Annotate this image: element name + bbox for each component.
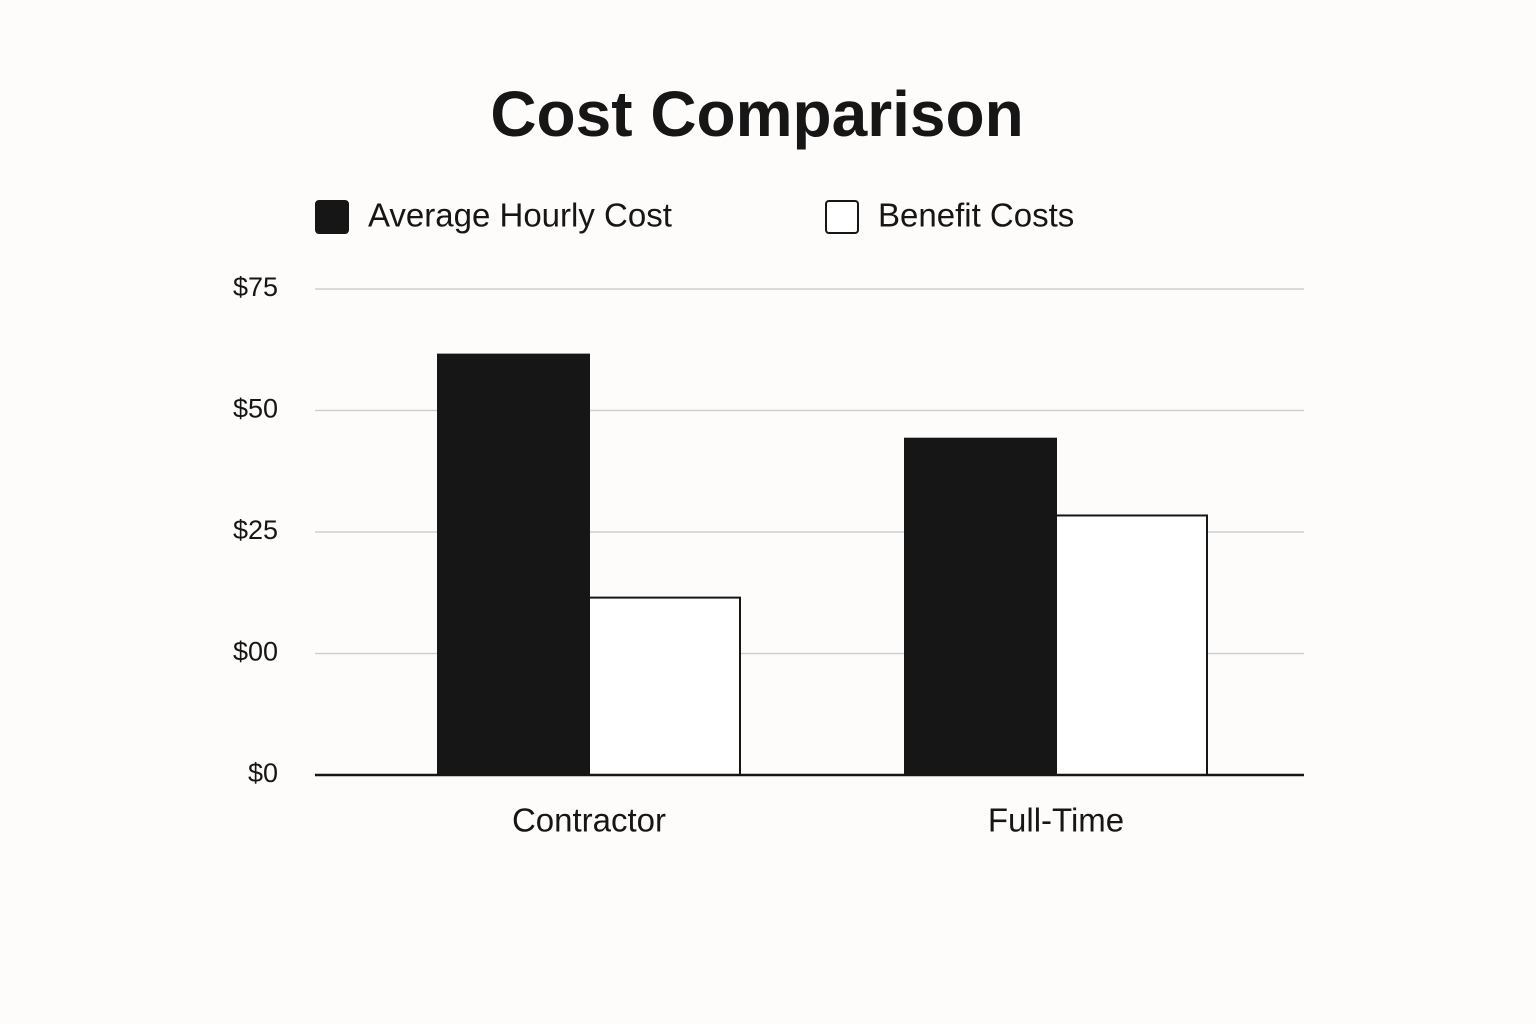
bar [1055, 514, 1208, 776]
y-tick-label: $75 [233, 272, 278, 302]
x-tick-label: Full-Time [988, 802, 1124, 839]
bar [437, 353, 590, 776]
bar [588, 596, 741, 776]
legend-label: Average Hourly Cost [368, 197, 672, 234]
x-tick-label: Contractor [512, 802, 666, 839]
legend-swatch [825, 200, 859, 234]
legend-swatch [315, 200, 349, 234]
y-tick-label: $00 [233, 637, 278, 667]
y-tick-label: $0 [248, 758, 278, 788]
y-tick-label: $25 [233, 515, 278, 545]
bar [904, 437, 1057, 776]
chart-title: Cost Comparison [490, 78, 1023, 150]
legend-label: Benefit Costs [878, 197, 1074, 234]
y-tick-label: $50 [233, 394, 278, 424]
